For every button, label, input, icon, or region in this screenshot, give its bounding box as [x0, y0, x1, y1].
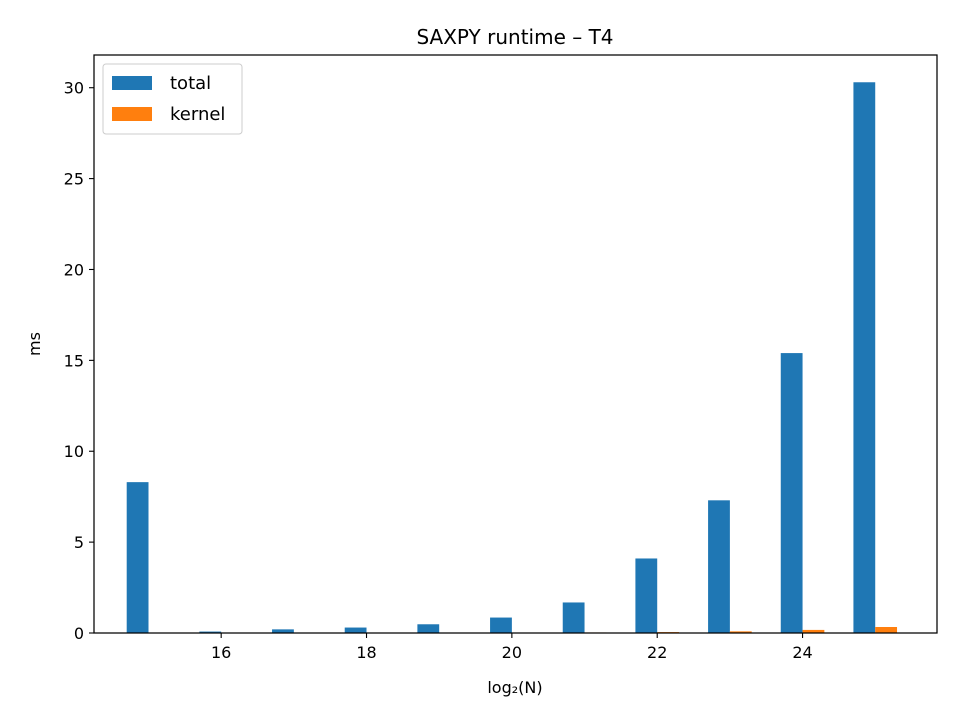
y-tick-label-10: 10 — [64, 442, 84, 461]
x-axis-label: log₂(N) — [487, 678, 542, 697]
y-axis-label: ms — [25, 332, 44, 356]
bar-total-22 — [635, 558, 658, 633]
bar-kernel-23 — [729, 631, 752, 633]
y-tick-label-0: 0 — [74, 624, 84, 643]
legend-swatch-kernel — [112, 107, 152, 121]
plot-frame — [93, 54, 938, 634]
bar-total-21 — [562, 602, 585, 633]
bar-total-18 — [344, 627, 367, 633]
x-tick-label-24: 24 — [792, 643, 812, 662]
legend-label-total: total — [170, 73, 211, 94]
bar-total-24 — [780, 353, 803, 633]
y-tick-label-20: 20 — [64, 260, 84, 279]
bars — [126, 82, 898, 633]
y-tick-label-15: 15 — [64, 351, 84, 370]
bar-total-20 — [490, 617, 512, 633]
y-tick-label-5: 5 — [74, 533, 84, 552]
legend: total kernel — [102, 63, 243, 135]
y-axis-ticks: 0 5 10 15 20 25 30 — [64, 79, 94, 643]
bar-total-17 — [272, 629, 294, 633]
bar-total-25 — [853, 82, 876, 633]
y-tick-label-25: 25 — [64, 170, 84, 189]
bar-kernel-25 — [875, 627, 898, 633]
bar-kernel-24 — [802, 629, 825, 633]
legend-swatch-total — [112, 76, 152, 90]
y-tick-label-30: 30 — [64, 79, 84, 98]
legend-label-kernel: kernel — [170, 104, 225, 125]
bar-total-19 — [417, 624, 440, 633]
x-tick-label-16: 16 — [211, 643, 231, 662]
bar-total-23 — [708, 500, 730, 633]
bar-total-16 — [199, 631, 222, 633]
x-axis-ticks: 16 18 20 22 24 — [211, 633, 813, 662]
x-tick-label-22: 22 — [647, 643, 667, 662]
x-tick-label-18: 18 — [356, 643, 376, 662]
x-tick-label-20: 20 — [502, 643, 522, 662]
chart-title: SAXPY runtime – T4 — [416, 25, 613, 49]
bar-total-15 — [126, 482, 149, 633]
